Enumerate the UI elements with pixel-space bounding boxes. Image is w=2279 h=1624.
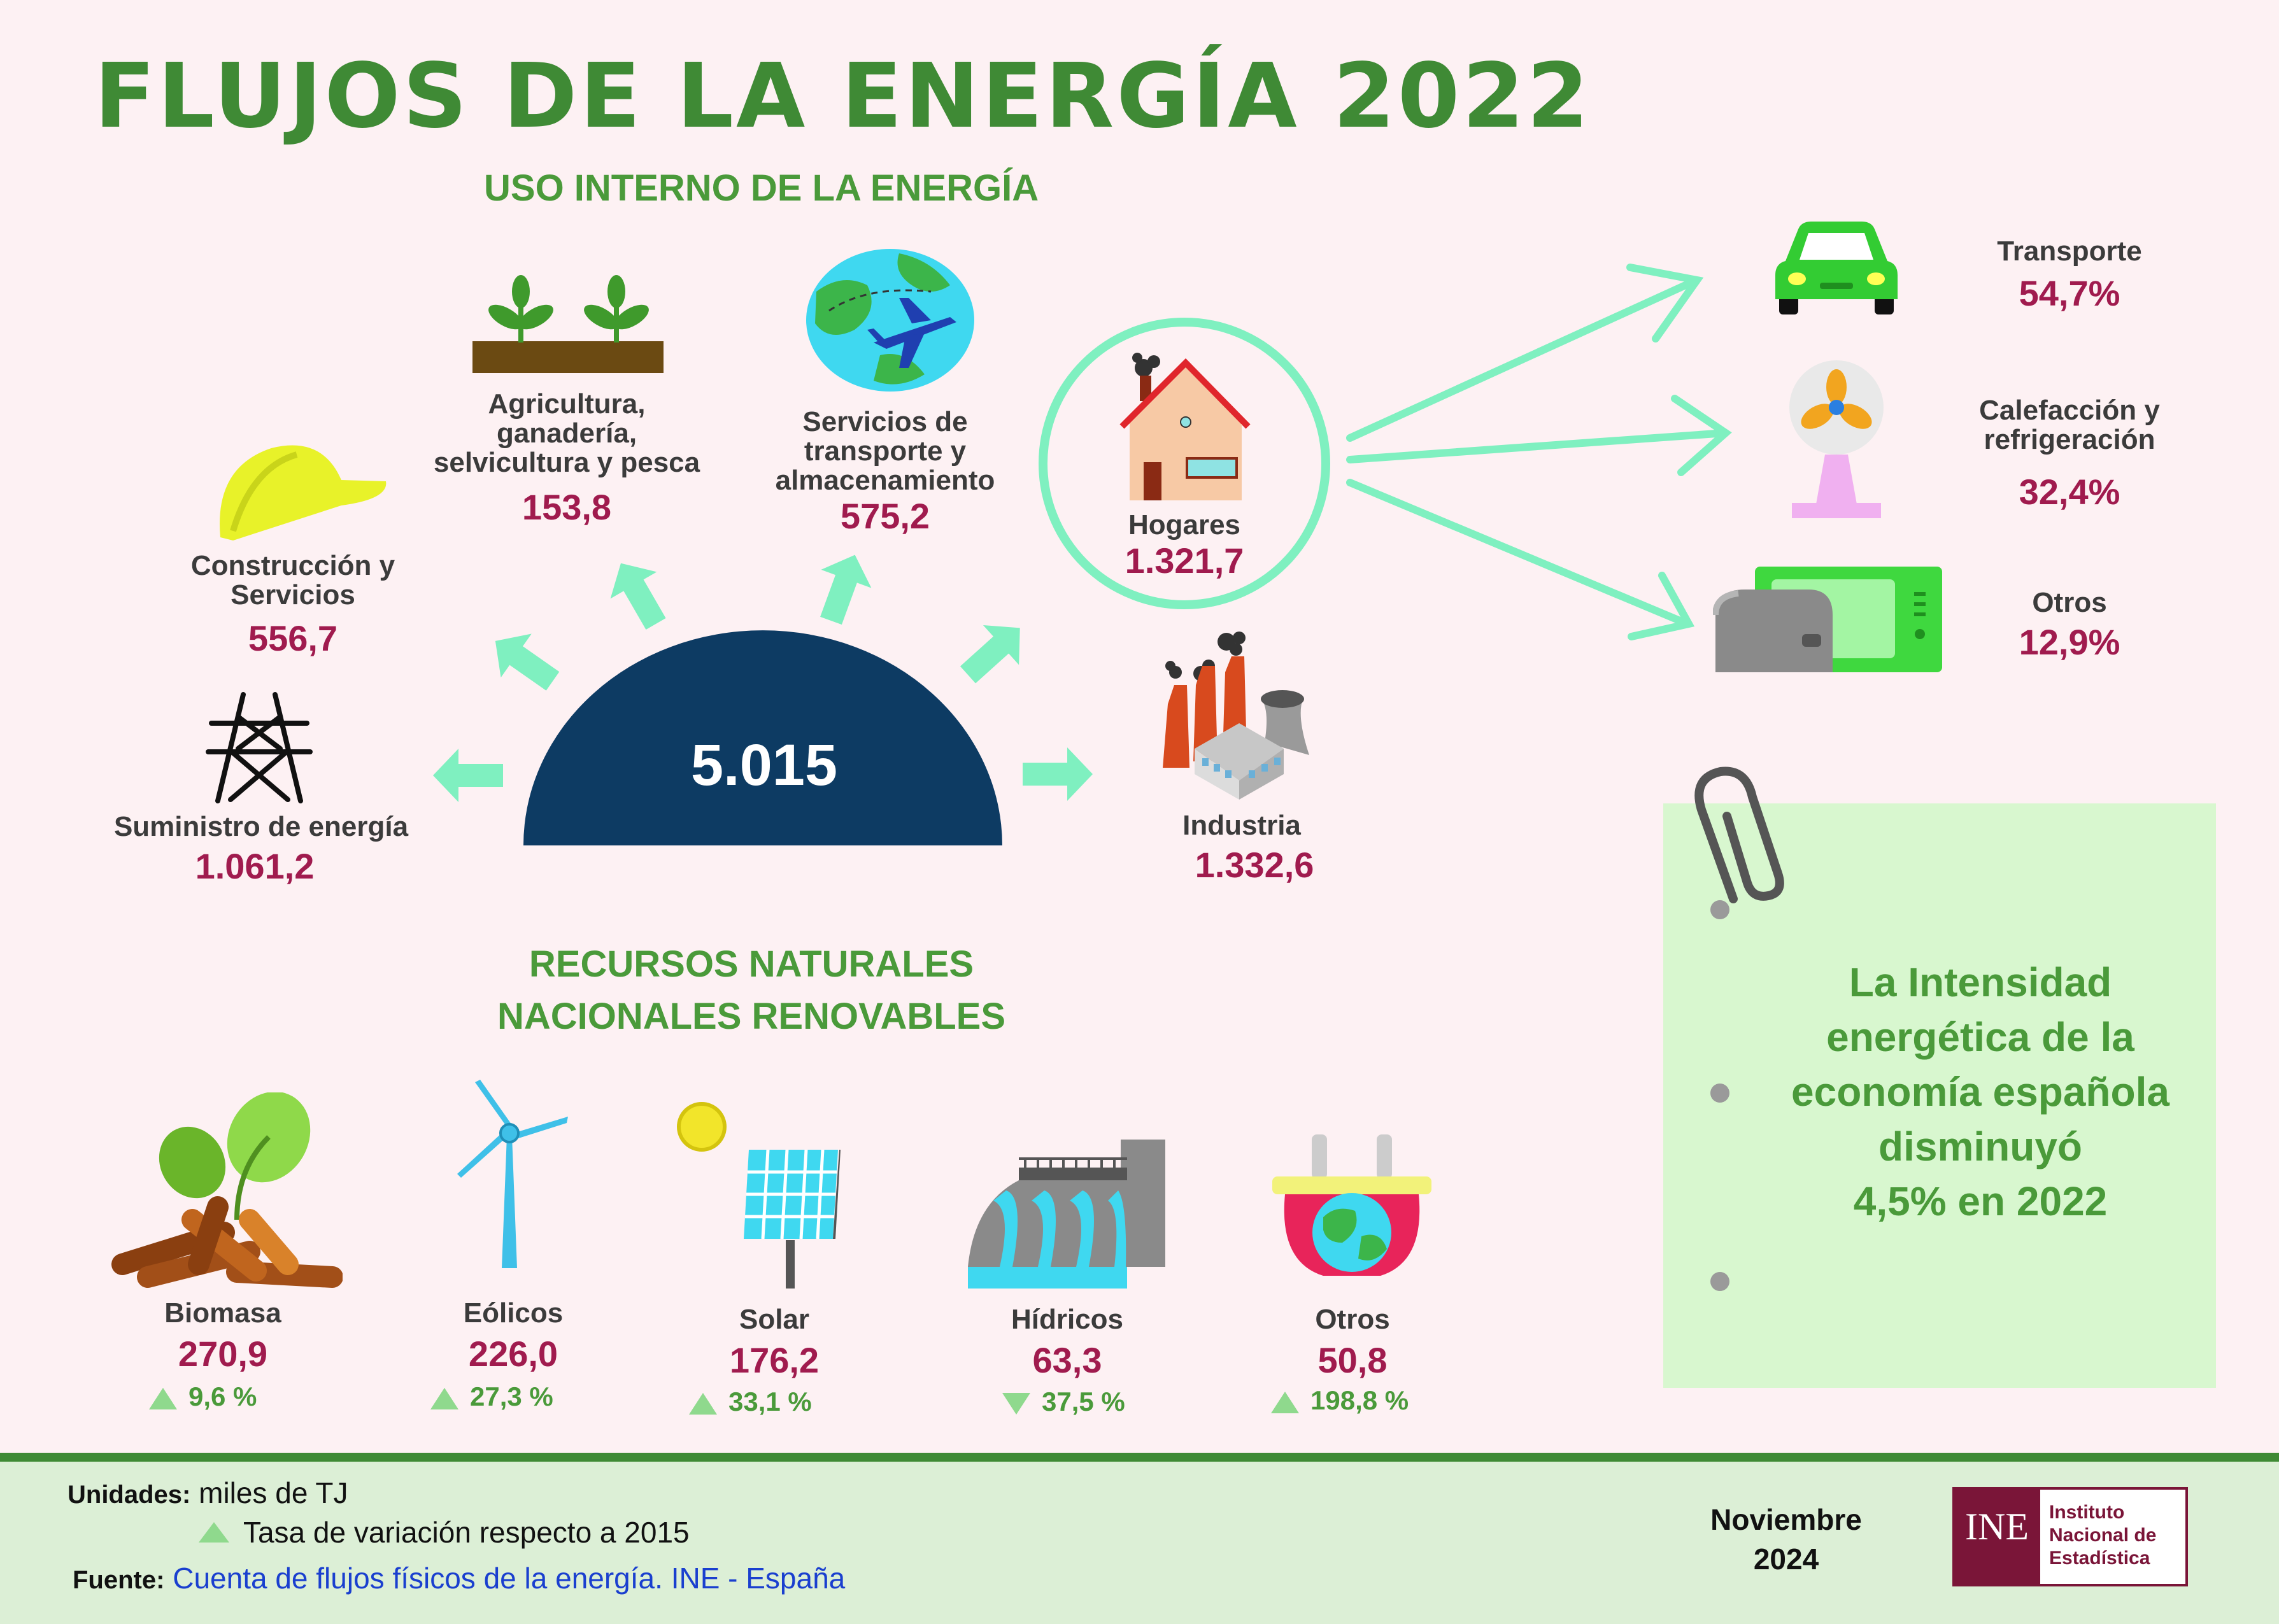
sector-transporte-label: Servicios de transporte y almacenamiento (775, 406, 995, 496)
footer-date: Noviembre 2024 (1710, 1503, 1862, 1576)
sector-industria-label: Industria (1182, 810, 1301, 841)
total-dome (523, 630, 1002, 845)
total-value: 5.015 (690, 733, 838, 798)
renov-hidricos-variation: 37,5 % (1002, 1387, 1125, 1417)
hard-hat-icon (220, 445, 387, 540)
power-tower-icon (206, 692, 313, 803)
solar-panel-icon (677, 1102, 841, 1289)
renov-solar-value: 176,2 (729, 1340, 820, 1380)
source-link[interactable]: Cuenta de flujos físicos de la energía. … (173, 1562, 846, 1595)
footer-legend: Tasa de variación respecto a 2015 (199, 1515, 690, 1550)
units-label: Unidades: (67, 1481, 191, 1509)
paperclip-icon (1694, 766, 1784, 903)
renov-eolicos-label: Eólicos (463, 1297, 564, 1329)
footer-source: Fuente: Cuenta de flujos físicos de la e… (73, 1561, 845, 1595)
note-bullet (1710, 900, 1729, 919)
up-triangle-icon (430, 1387, 458, 1409)
note-text: La Intensidad energética de la economía … (1791, 959, 2169, 1224)
factory-icon (1163, 632, 1309, 800)
legend-text: Tasa de variación respecto a 2015 (243, 1516, 690, 1549)
down-triangle-icon (1002, 1392, 1030, 1415)
use-transporte-label: Transporte (1997, 236, 2142, 267)
sector-transporte-value: 575,2 (840, 496, 930, 536)
up-triangle-icon (1271, 1391, 1299, 1413)
sector-construccion-label: Construcción y Servicios (190, 550, 395, 611)
arrow-upper-left (495, 633, 560, 691)
arrow-up-right (820, 554, 872, 625)
arrow-right (1023, 747, 1093, 801)
sector-hogares-label: Hogares (1128, 509, 1241, 540)
renov-hidricos-label: Hídricos (1011, 1304, 1124, 1335)
units-value: miles de TJ (199, 1476, 348, 1509)
uso-interno-heading: USO INTERNO DE LA ENERGÍA (484, 167, 1039, 209)
up-triangle-icon (689, 1392, 717, 1415)
use-transporte-value: 54,7% (2019, 273, 2120, 313)
renov-solar-variation: 33,1 % (689, 1387, 812, 1417)
fan-icon (1789, 360, 1884, 518)
sector-construccion-value: 556,7 (248, 618, 338, 658)
sector-agricultura-value: 153,8 (522, 487, 612, 527)
hogares-circle (1039, 318, 1330, 609)
car-icon (1775, 222, 1898, 314)
use-otros-label: Otros (2032, 587, 2107, 618)
sector-hogares-value: 1.321,7 (1125, 540, 1244, 581)
plug-globe-icon (1272, 1134, 1431, 1276)
footer-units: Unidades: miles de TJ (67, 1476, 348, 1510)
page-title: FLUJOS DE LA ENERGÍA 2022 (94, 45, 1592, 148)
footer (0, 1453, 2279, 1624)
arrow-up-left (610, 563, 666, 630)
use-calefaccion-value: 32,4% (2019, 472, 2120, 512)
renov-biomasa-value: 270,9 (178, 1334, 268, 1374)
dam-icon (968, 1140, 1165, 1289)
sector-industria-value: 1.332,6 (1195, 845, 1314, 885)
legend-triangle-icon (199, 1522, 229, 1543)
source-label: Fuente: (73, 1566, 165, 1594)
arrow-upper-right (960, 625, 1020, 684)
renov-otros-label: Otros (1315, 1304, 1390, 1335)
note-bullet (1710, 1272, 1729, 1291)
renov-eolicos-value: 226,0 (468, 1334, 558, 1374)
renovables-heading: RECURSOS NATURALES NACIONALES RENOVABLES (497, 943, 1006, 1037)
plants-icon (472, 275, 664, 373)
renov-otros-value: 50,8 (1317, 1340, 1388, 1380)
renov-biomasa-variation: 9,6 % (149, 1381, 257, 1412)
renov-biomasa-label: Biomasa (164, 1297, 281, 1329)
note-panel (1663, 803, 2216, 1388)
renov-eolicos-variation: 27,3 % (430, 1381, 553, 1412)
ine-logo: INE Instituto Nacional de Estadística (1952, 1487, 2188, 1586)
up-triangle-icon (149, 1387, 177, 1409)
appliances-icon (1713, 567, 1942, 672)
ine-logo-text: Instituto Nacional de Estadística (2040, 1490, 2185, 1584)
use-otros-value: 12,9% (2019, 622, 2120, 662)
arrow-left (433, 749, 503, 802)
renov-solar-label: Solar (739, 1304, 810, 1335)
globe-plane-icon (806, 249, 974, 392)
ine-logo-mark: INE (1965, 1506, 2029, 1548)
use-calefaccion-label: Calefacción y refrigeración (1979, 395, 2160, 455)
renov-hidricos-value: 63,3 (1032, 1340, 1102, 1380)
sector-agricultura-label: Agricultura, ganadería, selvicultura y p… (433, 388, 700, 478)
house-icon (1119, 353, 1251, 500)
biomass-icon (111, 1092, 343, 1288)
note-bullet (1710, 1084, 1729, 1103)
renov-otros-variation: 198,8 % (1271, 1385, 1409, 1416)
sector-suministro-label: Suministro de energía (113, 811, 409, 842)
wind-turbine-icon (457, 1080, 568, 1268)
sector-suministro-value: 1.061,2 (195, 846, 315, 886)
